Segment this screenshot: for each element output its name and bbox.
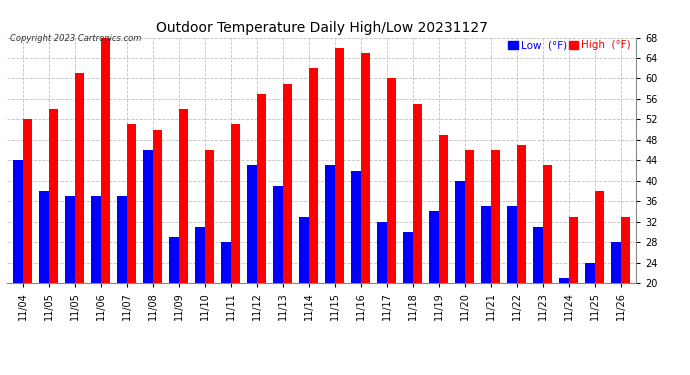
Bar: [455, 181, 464, 283]
Bar: [325, 165, 335, 283]
Bar: [464, 150, 475, 283]
Bar: [351, 171, 361, 283]
Bar: [221, 242, 230, 283]
Bar: [48, 109, 59, 283]
Bar: [75, 74, 84, 283]
Bar: [12, 160, 23, 283]
Bar: [428, 211, 439, 283]
Bar: [569, 217, 578, 283]
Bar: [439, 135, 449, 283]
Bar: [517, 145, 526, 283]
Bar: [403, 232, 413, 283]
Bar: [195, 227, 204, 283]
Bar: [282, 84, 293, 283]
Bar: [39, 191, 48, 283]
Bar: [533, 227, 542, 283]
Bar: [101, 38, 110, 283]
Bar: [584, 262, 595, 283]
Legend: Low  (°F), High  (°F): Low (°F), High (°F): [508, 40, 631, 50]
Bar: [481, 206, 491, 283]
Bar: [386, 78, 397, 283]
Bar: [595, 191, 604, 283]
Bar: [23, 119, 32, 283]
Bar: [230, 124, 240, 283]
Bar: [246, 165, 257, 283]
Bar: [90, 196, 101, 283]
Bar: [299, 217, 308, 283]
Bar: [620, 217, 631, 283]
Title: Outdoor Temperature Daily High/Low 20231127: Outdoor Temperature Daily High/Low 20231…: [156, 21, 487, 35]
Bar: [611, 242, 620, 283]
Bar: [377, 222, 386, 283]
Text: Copyright 2023 Cartronics.com: Copyright 2023 Cartronics.com: [10, 34, 141, 43]
Bar: [308, 68, 318, 283]
Bar: [179, 109, 188, 283]
Bar: [168, 237, 179, 283]
Bar: [491, 150, 500, 283]
Bar: [361, 53, 371, 283]
Bar: [273, 186, 282, 283]
Bar: [143, 150, 152, 283]
Bar: [204, 150, 215, 283]
Bar: [126, 124, 137, 283]
Bar: [257, 94, 266, 283]
Bar: [152, 130, 162, 283]
Bar: [506, 206, 517, 283]
Bar: [335, 48, 344, 283]
Bar: [65, 196, 75, 283]
Bar: [559, 278, 569, 283]
Bar: [542, 165, 553, 283]
Bar: [117, 196, 126, 283]
Bar: [413, 104, 422, 283]
